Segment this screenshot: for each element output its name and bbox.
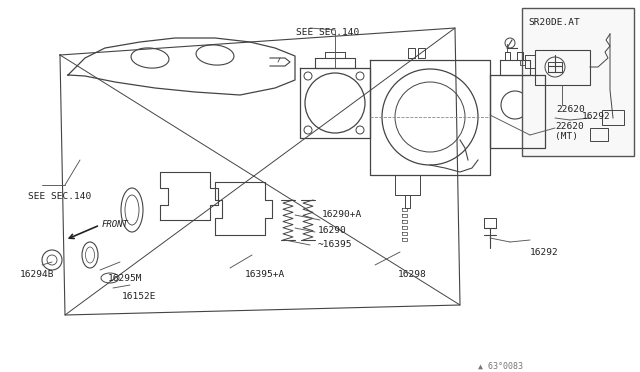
Text: 16298: 16298 <box>398 270 427 279</box>
Text: ▲ 63°0083: ▲ 63°0083 <box>478 362 523 371</box>
Text: SEE SEC.140: SEE SEC.140 <box>296 28 359 37</box>
Text: 22620: 22620 <box>556 105 585 114</box>
Text: 16290: 16290 <box>318 226 347 235</box>
Text: 16395+A: 16395+A <box>245 270 285 279</box>
Bar <box>535 50 590 85</box>
Text: 16292: 16292 <box>582 112 611 121</box>
Text: FRONT: FRONT <box>102 220 129 229</box>
Text: 16295M: 16295M <box>108 274 143 283</box>
Text: SEE SEC.140: SEE SEC.140 <box>28 192 92 201</box>
Text: 16152E: 16152E <box>122 292 157 301</box>
Bar <box>590 128 608 141</box>
Text: ~16395: ~16395 <box>318 240 353 249</box>
Bar <box>602 110 624 125</box>
Text: (MT): (MT) <box>555 132 578 141</box>
Text: 16294B: 16294B <box>20 270 54 279</box>
Text: SR20DE.AT: SR20DE.AT <box>528 18 580 27</box>
Text: 22620: 22620 <box>555 122 584 131</box>
Bar <box>522 8 634 156</box>
Text: 16292: 16292 <box>530 248 559 257</box>
Text: 16290+A: 16290+A <box>322 210 362 219</box>
